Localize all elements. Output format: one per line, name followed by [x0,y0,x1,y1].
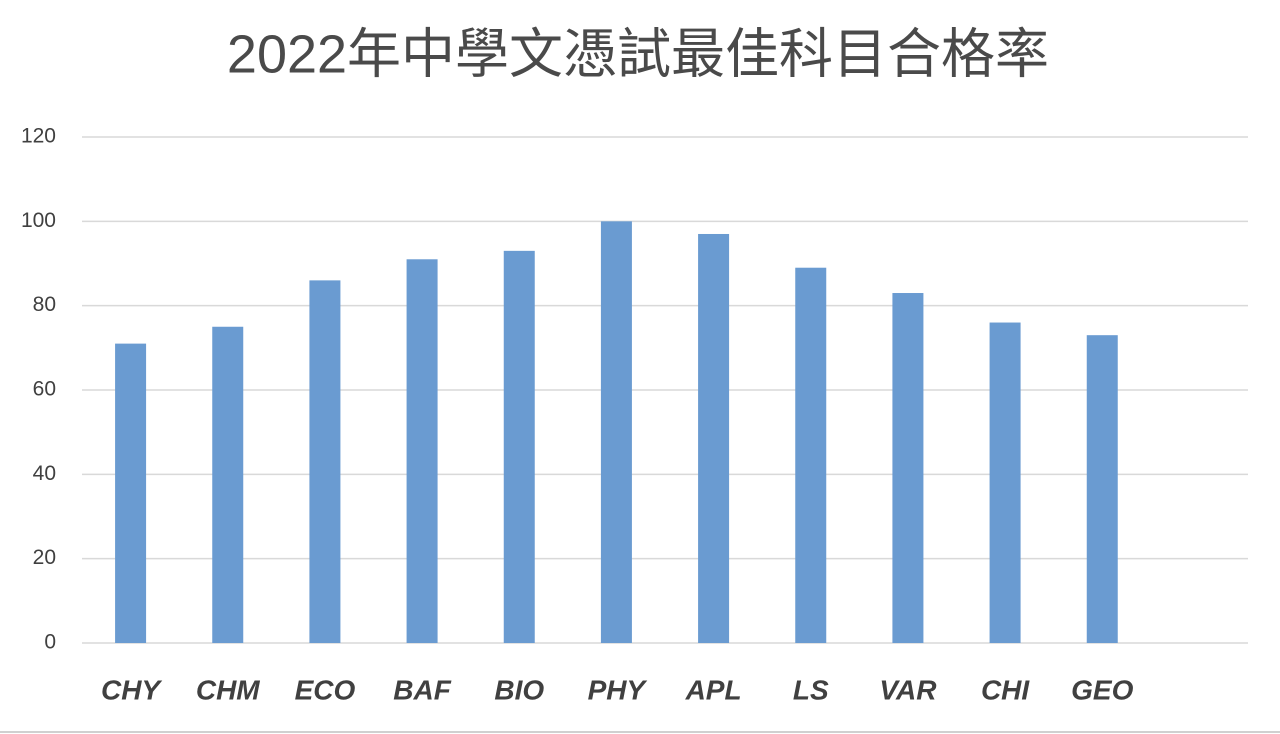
bar [115,343,147,643]
bar [503,250,535,643]
x-tick-label: CHM [196,674,260,705]
y-tick-label: 120 [21,125,56,148]
bar [600,221,632,644]
x-tick-label: ECO [295,674,356,705]
y-tick-label: 20 [33,546,56,569]
x-tick-label: BAF [393,674,451,705]
y-tick-label: 80 [33,293,56,316]
x-tick-label: PHY [588,674,648,705]
bar [212,326,244,643]
y-tick-label: 40 [33,462,56,485]
x-tick-label: BIO [494,674,544,705]
y-tick-label: 0 [44,631,56,654]
chart-title: 2022年中學文憑試最佳科目合格率 [227,24,1049,84]
bar [1086,335,1118,643]
x-tick-label: VAR [879,674,937,705]
bar [795,267,827,643]
x-tick-label: LS [793,674,829,705]
bar [989,322,1021,643]
x-tick-label: CHI [981,674,1030,705]
bar [309,280,341,643]
bar [892,293,924,643]
x-tick-label: APL [685,674,742,705]
x-tick-label: GEO [1071,674,1133,705]
y-tick-label: 100 [21,209,56,232]
y-tick-label: 60 [33,378,56,401]
bar [406,259,438,643]
x-tick-label: CHY [101,674,162,705]
bar [698,233,730,643]
